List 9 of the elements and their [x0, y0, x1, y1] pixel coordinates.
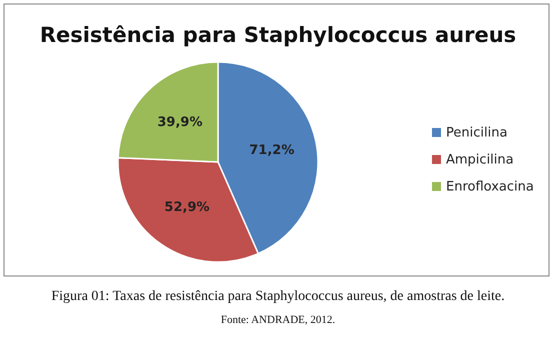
data-label: 39,9% [157, 114, 202, 130]
data-label: 71,2% [249, 143, 294, 158]
legend-label: Enrofloxacina [446, 180, 534, 194]
data-label: 52,9% [164, 200, 210, 215]
chart-title: Resistência para Staphylococcus aureus [40, 23, 516, 47]
legend-label: Ampicilina [446, 152, 514, 168]
legend-label: Penicilina [446, 126, 508, 140]
source-note: Fonte: ANDRADE, 2012. [220, 314, 336, 326]
text: Figura 01: Taxas de resistência para Staphylococcus aureus, de amostras de leite. [51, 289, 505, 304]
